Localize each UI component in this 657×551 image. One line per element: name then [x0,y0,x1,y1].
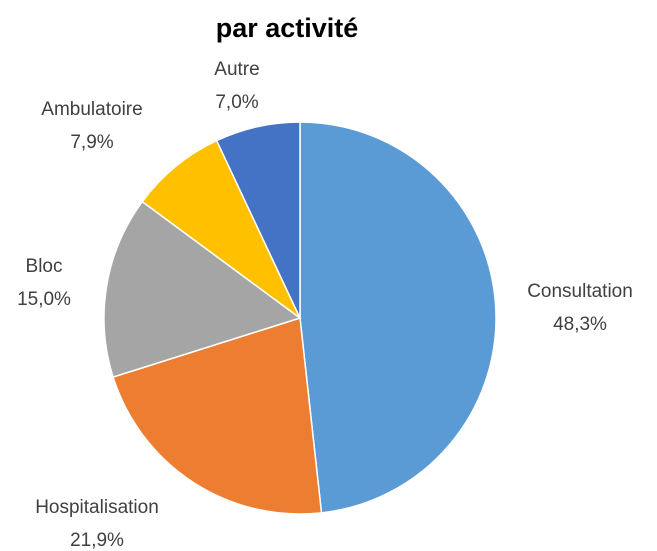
pie-slice [112,317,323,515]
slice-value-label: 7,9% [70,132,113,153]
slice-value-label: 21,9% [70,530,124,551]
pie-slice [103,200,302,378]
slice-value-label: 15,0% [17,289,71,310]
slice-label: Ambulatoire [41,99,142,120]
slice-label: Bloc [26,256,63,277]
pie-slice [299,121,497,514]
slice-label: Consultation [527,281,633,302]
slice-value-label: 48,3% [553,314,607,335]
slice-label: Autre [214,59,259,80]
chart-title: par activité [216,13,359,43]
slice-value-label: 7,0% [215,92,258,113]
slice-label: Hospitalisation [35,497,159,518]
pie-slice [141,139,301,319]
pie-slice [215,121,301,319]
